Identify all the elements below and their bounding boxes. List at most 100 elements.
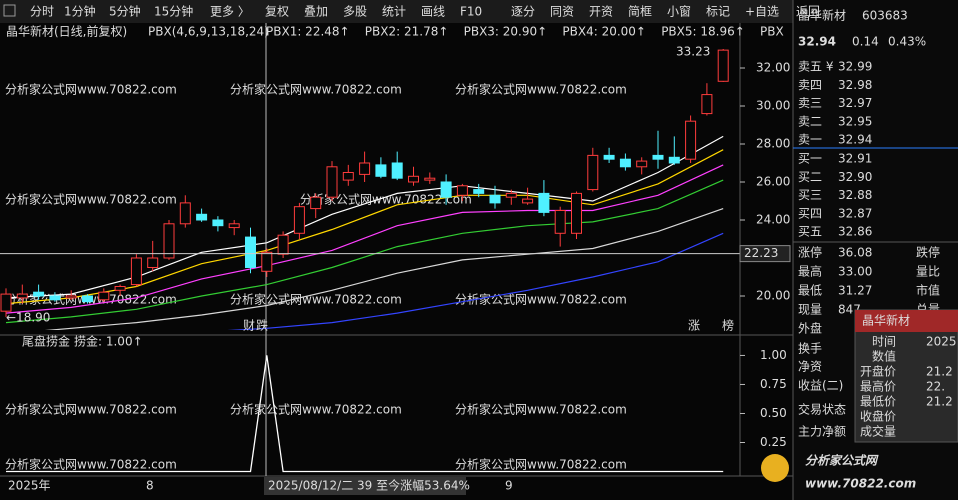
stat-value: 33.00: [838, 265, 872, 279]
plot: [0, 48, 729, 330]
candle-body: [424, 177, 436, 181]
bid-label: 买二: [798, 170, 822, 184]
menu-icon[interactable]: [3, 4, 16, 17]
candle-body: [82, 295, 93, 303]
period-button[interactable]: 分时: [30, 5, 54, 19]
y-tick-label: 0.75: [760, 377, 787, 391]
tool-button[interactable]: 标记: [706, 5, 730, 19]
tool-button[interactable]: 小窗: [667, 5, 691, 19]
ask-price: 32.95: [838, 114, 872, 128]
event-marker: 涨: [688, 318, 700, 333]
candle-body: [473, 189, 485, 194]
candle-body: [554, 209, 566, 234]
watermark: 分析家公式网www.70822.com: [230, 292, 402, 307]
popup-header: [855, 310, 958, 332]
tool-button[interactable]: 逐分: [511, 5, 535, 19]
tool-button[interactable]: 叠加: [304, 5, 328, 19]
low-label: ←18.90: [6, 311, 50, 325]
candle-body: [522, 198, 534, 204]
ask-price: 32.99: [838, 60, 872, 74]
candle-body: [163, 223, 175, 259]
tool-button[interactable]: 开资: [589, 5, 613, 19]
bid-price: 32.87: [838, 206, 872, 220]
candle-body: [538, 192, 550, 213]
logo-url: www.70822.com: [805, 477, 916, 491]
candle-body: [261, 251, 273, 272]
high-label: 33.23: [676, 45, 710, 59]
candle-body: [130, 257, 142, 286]
period-button[interactable]: 15分钟: [154, 4, 193, 19]
tool-button[interactable]: 同资: [550, 5, 574, 19]
popup-label: 最低价: [860, 395, 896, 409]
indicator-line: [5, 164, 724, 314]
event-marker: 跌: [256, 318, 268, 333]
bid-price: 32.86: [838, 225, 872, 239]
y-tick-label: 30.00: [756, 98, 790, 112]
ask-label: 卖一: [798, 133, 822, 147]
candle-body: [98, 291, 110, 301]
candle-body: [326, 166, 338, 198]
y-tick-label: 24.00: [756, 212, 790, 226]
bid-price: 32.90: [838, 170, 872, 184]
logo-name: 分析家公式网: [805, 454, 879, 468]
y-tick-label: 1.00: [760, 348, 787, 362]
bid-price: 32.88: [838, 188, 872, 202]
watermark: 分析家公式网www.70822.com: [5, 192, 177, 207]
period-button[interactable]: 5分钟: [109, 4, 141, 19]
candle-body: [49, 295, 61, 301]
stat-label: 跌停: [916, 245, 940, 260]
candle-body: [717, 49, 729, 82]
stat-label: 外盘: [798, 321, 822, 336]
popup-label: 开盘价: [860, 364, 896, 379]
candle-body: [571, 192, 582, 234]
stat-label: 量比: [916, 265, 940, 279]
candle-body: [245, 236, 256, 268]
date-highlight: [264, 477, 466, 495]
candle-body: [587, 154, 599, 191]
tool-button[interactable]: 统计: [382, 5, 406, 19]
popup-value: 22.: [926, 380, 945, 394]
tool-button[interactable]: 复权: [265, 5, 289, 19]
legend-entry: PBX2: 21.78↑: [365, 25, 449, 39]
watermark: 分析家公式网www.70822.com: [455, 402, 627, 417]
period-button[interactable]: 1分钟: [64, 4, 96, 19]
tool-button[interactable]: 多股: [343, 5, 367, 19]
watermark: 分析家公式网www.70822.com: [5, 402, 177, 417]
candle-body: [652, 154, 664, 160]
watermark: 分析家公式网www.70822.com: [230, 402, 402, 417]
stat-label: 最低: [798, 284, 822, 298]
popup-label: 时间: [872, 335, 896, 349]
y-tick-label: 28.00: [756, 136, 790, 150]
tool-button[interactable]: 简框: [628, 5, 652, 19]
popup-label: 数值: [872, 349, 896, 364]
date-label: 2025/08/12/二 39 至今涨幅53.64%: [268, 478, 470, 493]
tool-button[interactable]: 返回: [796, 5, 820, 19]
bid-label: 买一: [798, 152, 822, 166]
tool-button[interactable]: +自选: [745, 5, 779, 19]
ask-label: 卖三: [798, 96, 822, 110]
popup-value: 2025: [926, 335, 957, 349]
logo-icon: [761, 454, 789, 482]
legend-entry: PBX4: 20.00↑: [562, 25, 646, 39]
watermark: 分析家公式网www.70822.com: [455, 457, 627, 472]
price-change: 0.14: [852, 35, 879, 49]
y-tick-label: 26.00: [756, 174, 790, 188]
candle-body: [391, 162, 403, 179]
popup-label: 成交量: [860, 424, 896, 439]
stock-name: 晶华新材: [798, 8, 846, 23]
crosshair-label: 22.23: [744, 246, 778, 260]
candle-body: [701, 94, 713, 115]
stat-label: 现量: [798, 303, 822, 317]
candle-body: [619, 158, 631, 168]
legend-entry: PBX: [760, 25, 784, 39]
period-button[interactable]: 更多 〉: [210, 5, 250, 19]
tool-button[interactable]: F10: [460, 5, 482, 19]
ask-price: 32.97: [838, 96, 872, 110]
stat-label: 换手: [798, 342, 822, 356]
bid-price: 32.91: [838, 152, 872, 166]
tool-button[interactable]: 画线: [421, 5, 445, 19]
candle-body: [33, 291, 45, 297]
ask-label: 卖四: [798, 78, 822, 92]
watermark: 分析家公式网www.70822.com: [455, 82, 627, 97]
